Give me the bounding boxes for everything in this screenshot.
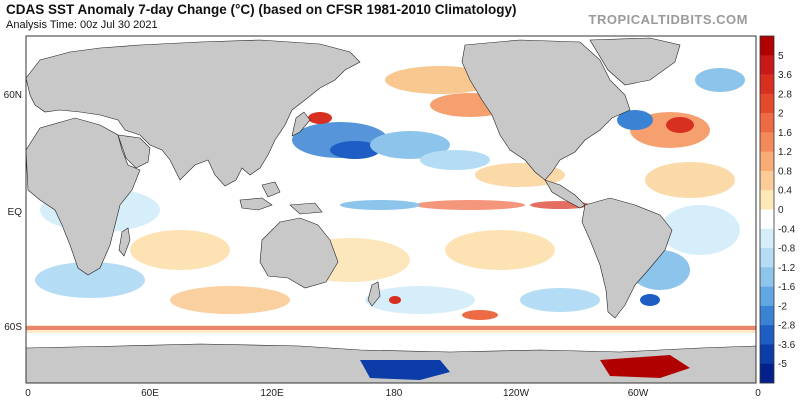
colorbar-label: 2: [778, 109, 784, 120]
madagascar: [118, 227, 131, 257]
colorbar-swatch: [760, 248, 774, 268]
colorbar-swatch: [760, 363, 774, 384]
colorbar-label: -0.4: [778, 224, 796, 235]
borneo: [261, 181, 281, 198]
lon-label-0-west: 0: [25, 388, 31, 399]
south-america: [581, 197, 673, 319]
colorbar-swatch: [760, 151, 774, 172]
analysis-time: Analysis Time: 00z Jul 30 2021: [6, 19, 158, 31]
colorbar-frame: [759, 35, 775, 384]
colorbar-label: -3.6: [778, 340, 796, 351]
colorbar-label: 2.8: [778, 89, 792, 100]
colorbar-swatch: [760, 209, 774, 230]
colorbar-swatch: [760, 344, 774, 365]
weddell-sea-anomaly: [600, 355, 690, 378]
colorbar-label: -2.8: [778, 321, 796, 332]
ross-sea-anomaly: [360, 360, 450, 380]
colorbar-label: 3.6: [778, 70, 792, 81]
north-america: [461, 39, 631, 181]
colorbar-swatch: [760, 74, 774, 95]
colorbar-label: -1.2: [778, 263, 796, 274]
lat-label-60s: 60S: [4, 322, 22, 333]
lon-label-60w: 60W: [628, 388, 649, 399]
australia: [259, 217, 339, 289]
eurasia: [25, 39, 361, 187]
colorbar-label: 1.6: [778, 128, 792, 139]
chart-title: CDAS SST Anomaly 7-day Change (°C) (base…: [6, 2, 517, 17]
lon-label-180: 180: [386, 388, 403, 399]
colorbar-label: -5: [778, 359, 787, 370]
colorbar: 5 3.6 2.8 2 1.6 1.2 0.8 0.4 0 -0.4 -0.8 -1.2 -1.6 -2 -…: [759, 35, 796, 384]
lat-label-60n: 60N: [4, 90, 22, 101]
central-america: [544, 179, 586, 209]
latitude-axis: 60N EQ 60S: [4, 90, 23, 333]
colorbar-swatch: [760, 55, 774, 75]
longitude-axis: 0 60E 120E 180 120W 60W 0: [25, 388, 761, 399]
indonesia: [239, 197, 273, 211]
colorbar-swatch: [760, 286, 774, 307]
new-guinea: [289, 202, 323, 215]
lon-label-120e: 120E: [260, 388, 284, 399]
colorbar-swatch: [760, 267, 774, 287]
colorbar-label: -2: [778, 301, 787, 312]
colorbar-label: 5: [778, 51, 784, 62]
new-zealand: [367, 281, 381, 307]
colorbar-swatch: [760, 132, 774, 152]
map-frame: [25, 35, 757, 384]
site-credit: TROPICALTIDBITS.COM: [588, 12, 748, 27]
colorbar-label: -0.8: [778, 244, 796, 255]
lon-label-60e: 60E: [141, 388, 159, 399]
lon-label-120w: 120W: [503, 388, 530, 399]
colorbar-swatch: [760, 93, 774, 114]
lat-label-eq: EQ: [8, 207, 23, 218]
greenland: [589, 37, 681, 86]
colorbar-label: -1.6: [778, 282, 796, 293]
colorbar-label: 0.4: [778, 186, 792, 197]
africa: [25, 117, 141, 276]
colorbar-label: 0.8: [778, 166, 792, 177]
colorbar-swatch: [760, 113, 774, 133]
colorbar-label: 1.2: [778, 147, 792, 158]
arabian-peninsula: [117, 134, 151, 169]
colorbar-swatch: [760, 228, 774, 249]
colorbar-label: 0: [778, 205, 784, 216]
colorbar-swatch: [760, 170, 774, 191]
japan: [291, 111, 311, 137]
colorbar-swatch: [760, 305, 774, 326]
southern-ocean-strip: [26, 326, 756, 330]
colorbar-swatch: [760, 190, 774, 210]
lon-label-0-east: 0: [755, 388, 761, 399]
colorbar-swatch: [760, 36, 774, 56]
colorbar-swatch: [760, 325, 774, 345]
